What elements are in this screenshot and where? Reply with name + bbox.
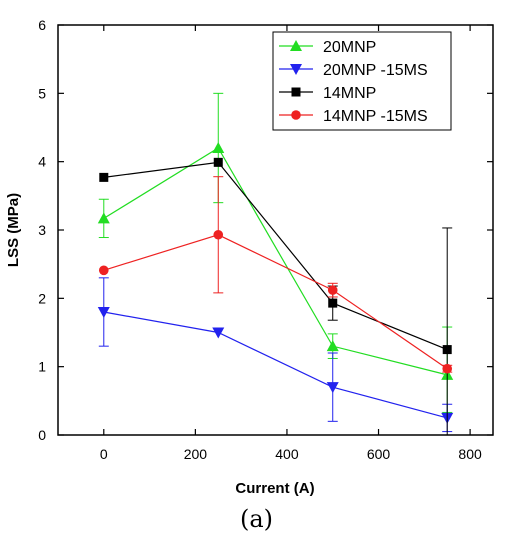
series-line-3 <box>103 234 448 370</box>
series-line-1 <box>103 311 448 419</box>
data-point-1-1 <box>212 327 225 339</box>
data-point-3-2 <box>327 285 338 295</box>
y-tick-label-0: 0 <box>38 427 46 443</box>
y-axis-label: LSS (MPa) <box>5 193 22 267</box>
axis-ticks: 0 200 400 600 800 0 1 2 3 4 5 6 <box>38 17 493 462</box>
x-axis-label: Current (A) <box>235 480 314 497</box>
legend-marker-3 <box>291 110 301 120</box>
y-tick-label-6: 6 <box>38 17 46 33</box>
y-tick-label-5: 5 <box>38 85 46 101</box>
data-point-2-3 <box>442 345 452 355</box>
data-point-3-1 <box>213 229 224 240</box>
chart: 0 200 400 600 800 0 1 2 3 4 5 6 Current (A) LSS (MP… <box>5 17 494 497</box>
x-tick-label-0: 0 <box>100 446 108 462</box>
x-tick-label-1: 200 <box>184 446 208 462</box>
data-point-1-2 <box>326 382 339 394</box>
x-tick-label-2: 400 <box>275 446 299 462</box>
y-tick-label-1: 1 <box>38 359 46 375</box>
series-3 <box>98 176 453 374</box>
data-point-1-0 <box>97 307 110 318</box>
plot-marks <box>97 92 454 436</box>
figure-caption: (a) <box>239 505 274 533</box>
legend-label-1: 20MNP -15MS <box>323 62 428 79</box>
data-point-3-3 <box>442 363 453 374</box>
legend-label-0: 20MNP <box>323 39 376 56</box>
series-line-0 <box>103 147 448 376</box>
data-point-2-0 <box>99 172 109 182</box>
series-1 <box>97 277 454 433</box>
legend-box <box>272 31 452 131</box>
x-tick-label-4: 800 <box>458 446 482 462</box>
legend-label-2: 14MNP <box>323 85 376 102</box>
x-tick-label-3: 600 <box>367 446 391 462</box>
legend-label-3: 14MNP -15MS <box>323 108 428 125</box>
series-line-2 <box>103 161 448 351</box>
data-point-0-0 <box>97 212 110 224</box>
y-tick-label-2: 2 <box>38 290 46 306</box>
series-2 <box>99 157 453 436</box>
data-point-3-0 <box>98 265 109 276</box>
y-tick-label-3: 3 <box>38 222 46 238</box>
legend: 20MNP 20MNP -15MS 14MNP 14MNP -15MS <box>272 31 452 131</box>
series-0 <box>97 92 454 413</box>
legend-marker-2 <box>291 87 301 97</box>
data-point-2-2 <box>328 298 338 308</box>
legend-marker-1 <box>290 64 302 75</box>
data-point-0-2 <box>326 340 339 352</box>
y-tick-label-4: 4 <box>38 154 46 170</box>
legend-marker-0 <box>290 40 302 51</box>
data-point-0-1 <box>212 142 225 153</box>
data-point-2-1 <box>213 157 223 167</box>
